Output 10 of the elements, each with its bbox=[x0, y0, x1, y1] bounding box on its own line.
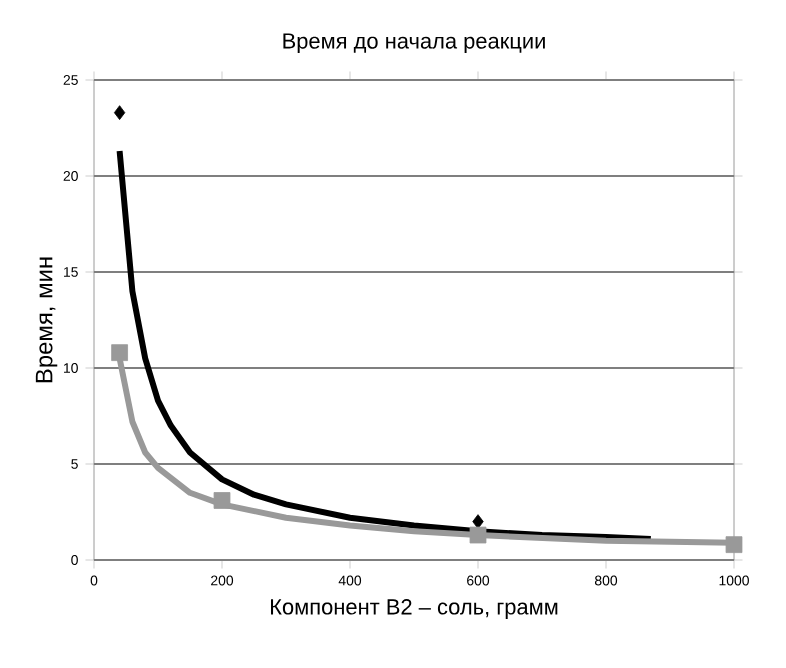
chart-title: Время до начала реакции bbox=[283, 33, 545, 53]
point bbox=[469, 526, 487, 544]
point bbox=[111, 344, 128, 362]
x-axis-title: Компонент В2 – соль, грамм bbox=[271, 599, 558, 619]
point bbox=[213, 492, 231, 509]
point bbox=[472, 514, 484, 529]
y-axis-title: Время, мин bbox=[35, 257, 58, 383]
point bbox=[113, 105, 126, 121]
point bbox=[725, 536, 743, 554]
line-series bbox=[116, 148, 654, 542]
